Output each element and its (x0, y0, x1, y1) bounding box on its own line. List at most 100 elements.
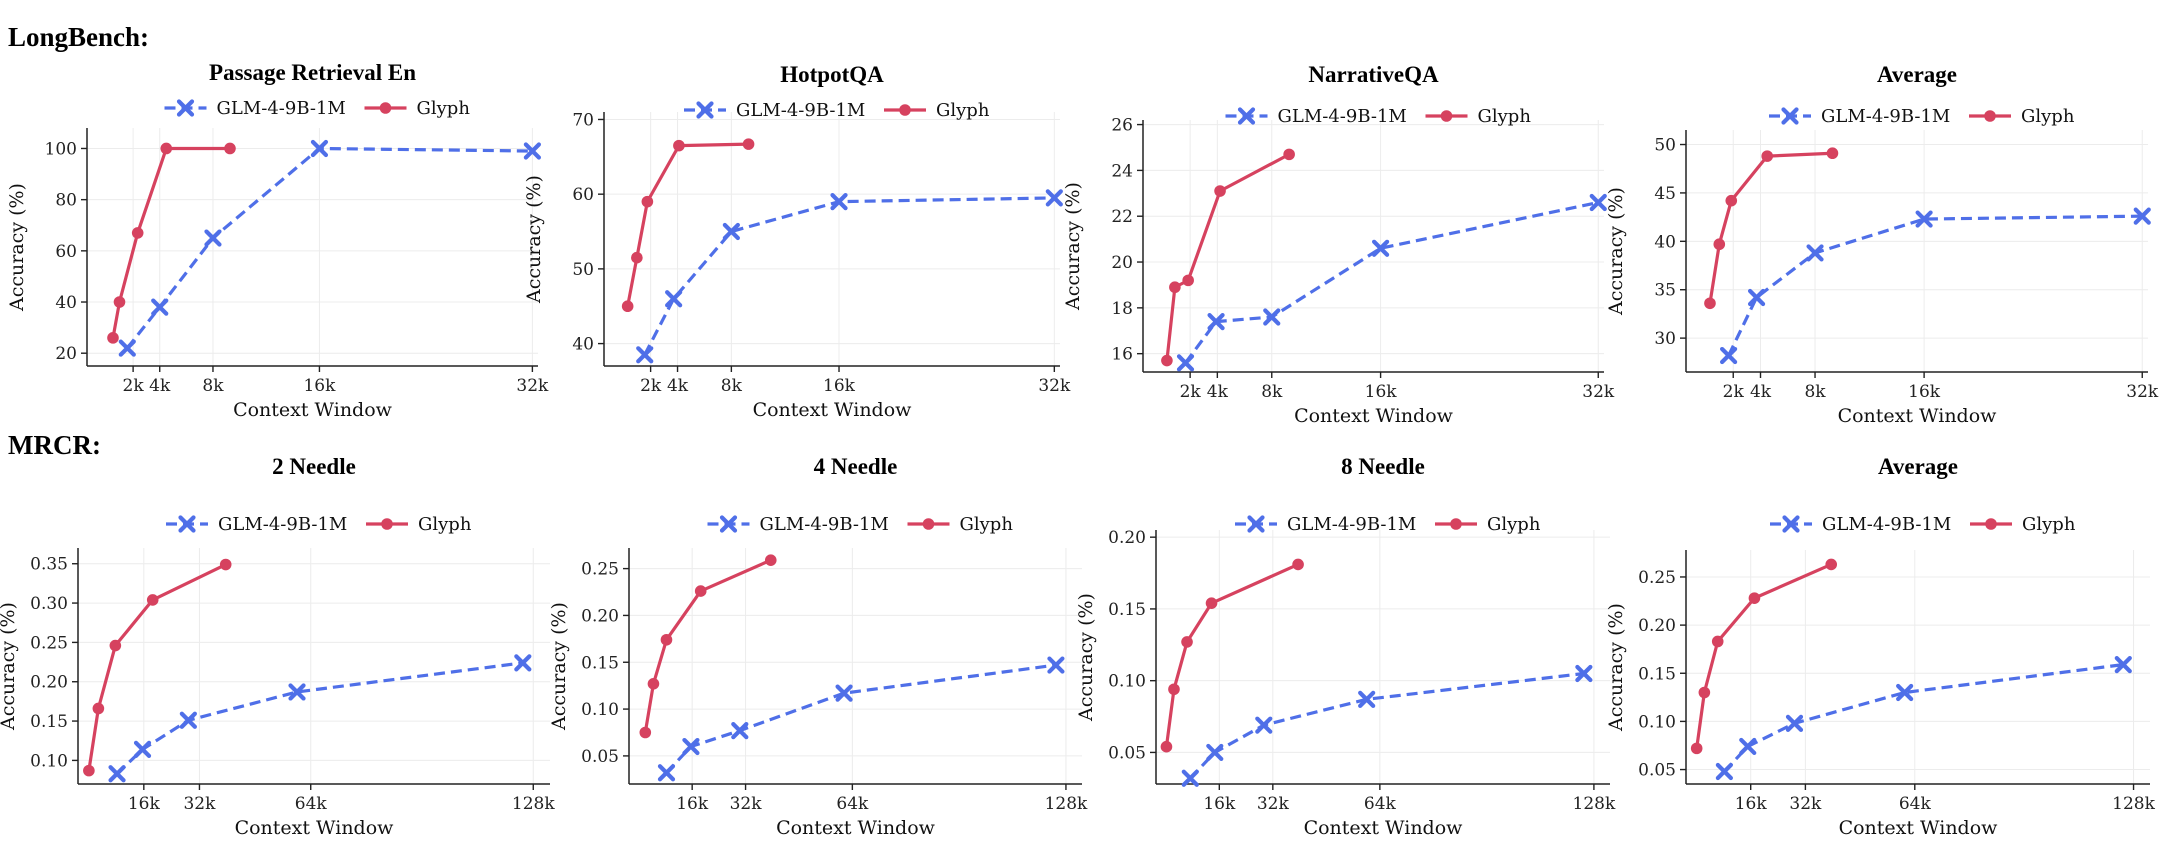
legend-label-glyph: Glyph (936, 100, 990, 121)
y-tick-label: 0.05 (1108, 743, 1146, 763)
x-tick-label: 16k (1365, 382, 1398, 402)
x-tick-label: 64k (1364, 794, 1397, 814)
y-tick-label: 40 (572, 335, 594, 355)
series-line-glm (1189, 671, 1585, 780)
chart-title: HotpotQA (780, 62, 884, 87)
legend-label-glyph: Glyph (417, 98, 471, 119)
data-point-glm (151, 298, 169, 316)
data-point-glm (1176, 354, 1195, 372)
data-point-glm (1720, 346, 1738, 365)
y-tick-label: 100 (45, 139, 77, 159)
chart-panel: 16k 32k 64k 128k 0.05 0.10 0.15 0.20 8 Needle Con… (1075, 454, 1616, 839)
data-point-glm (722, 222, 740, 241)
series-line-glm (1723, 663, 2124, 773)
legend-label-glyph: Glyph (1478, 106, 1532, 127)
data-point-glm (133, 740, 152, 758)
legend: GLM-4-9B-1M Glyph (164, 98, 471, 119)
x-tick-label: 8k (1804, 382, 1826, 402)
data-point-glyph (107, 332, 119, 344)
x-tick-label: 16k (1203, 794, 1236, 814)
data-point-glm (835, 684, 853, 702)
data-point-glyph (92, 702, 105, 715)
legend-label-glyph: Glyph (1487, 514, 1541, 535)
y-axis-label: Accuracy (%) (1075, 593, 1097, 722)
legend-label-glm: GLM-4-9B-1M (1278, 106, 1407, 127)
legend-marker-glm (178, 515, 196, 533)
y-tick-label: 0.20 (30, 673, 68, 693)
y-tick-label: 40 (55, 293, 77, 313)
data-point-glyph (1690, 742, 1703, 755)
x-tick-label: 4k (1207, 382, 1229, 402)
legend: GLM-4-9B-1M Glyph (1225, 106, 1532, 127)
x-tick-label: 128k (1573, 794, 1616, 814)
y-tick-label: 0.35 (30, 555, 68, 575)
data-point-glyph (631, 251, 643, 264)
data-point-glyph (1169, 281, 1181, 294)
data-point-glm (1896, 683, 1914, 702)
y-tick-label: 0.10 (581, 700, 619, 720)
chart-title: 2 Needle (272, 454, 356, 479)
data-point-glyph (647, 677, 660, 690)
y-tick-label: 0.05 (581, 747, 619, 767)
y-axis-label: Accuracy (%) (548, 602, 570, 731)
data-point-glm (1206, 743, 1224, 762)
legend: GLM-4-9B-1M Glyph (684, 100, 990, 121)
legend-marker-glyph (379, 102, 392, 114)
series-line-glm (1727, 214, 2143, 357)
legend-label-glyph: Glyph (418, 514, 472, 535)
x-tick-label: 32k (1257, 794, 1290, 814)
series-line-glyph (111, 146, 230, 339)
x-tick-label: 2k (640, 376, 662, 396)
data-point-glyph (1205, 597, 1218, 609)
x-tick-label: 32k (730, 794, 763, 814)
data-point-glm (1045, 189, 1063, 207)
legend-label-glm: GLM-4-9B-1M (736, 100, 865, 121)
y-tick-label: 0.10 (1108, 672, 1146, 692)
legend-marker-glm (176, 99, 195, 117)
x-axis-label: Context Window (753, 399, 913, 421)
y-tick-label: 0.25 (581, 560, 619, 580)
y-tick-label: 60 (572, 185, 594, 205)
x-tick-label: 4k (149, 376, 171, 396)
x-tick-label: 64k (836, 794, 869, 814)
data-point-glyph (660, 633, 673, 646)
legend: GLM-4-9B-1M Glyph (166, 514, 472, 535)
data-point-glm (1047, 656, 1065, 674)
data-point-glm (2133, 207, 2151, 225)
data-point-glyph (83, 764, 95, 777)
legend-marker-glm (696, 101, 714, 119)
x-tick-label: 128k (512, 794, 555, 814)
legend-marker-glyph (1984, 110, 1996, 122)
y-tick-label: 0.10 (30, 751, 68, 771)
data-point-glm (657, 764, 676, 782)
data-point-glyph (1160, 740, 1173, 753)
chart-title: 8 Needle (1341, 454, 1425, 479)
data-point-glyph (673, 139, 685, 152)
x-tick-label: 2k (123, 376, 145, 396)
data-point-glyph (219, 558, 232, 571)
data-point-glm (288, 683, 306, 701)
series-line-glm (665, 663, 1057, 774)
y-axis-label: Accuracy (%) (1605, 187, 1627, 316)
legend-label-glyph: Glyph (2022, 514, 2076, 535)
data-point-glyph (764, 554, 777, 566)
chart-panel: 2k 4k 8k 16k 32k 40 50 60 70 HotpotQA Context Wind… (523, 62, 1071, 421)
data-point-glm (1263, 308, 1281, 326)
data-point-glm (179, 711, 197, 729)
series-line-glyph (1165, 152, 1290, 361)
section-label-longbench: LongBench: (8, 22, 150, 52)
series-line-glyph (1695, 562, 1832, 749)
data-point-glm (1806, 244, 1824, 262)
y-axis-label: Accuracy (%) (1605, 603, 1627, 732)
data-point-glyph (1182, 274, 1194, 287)
x-axis-label: Context Window (1839, 817, 1999, 839)
data-point-glyph (160, 142, 173, 155)
legend-marker-glyph (1985, 518, 1997, 530)
legend-marker-glm (1782, 515, 1800, 533)
x-tick-label: 64k (1899, 794, 1932, 814)
data-point-glyph (1826, 147, 1839, 160)
data-point-glm (1915, 210, 1933, 228)
x-tick-label: 2k (1180, 382, 1202, 402)
x-tick-label: 2k (1723, 382, 1745, 402)
legend-marker-glm (719, 515, 738, 533)
